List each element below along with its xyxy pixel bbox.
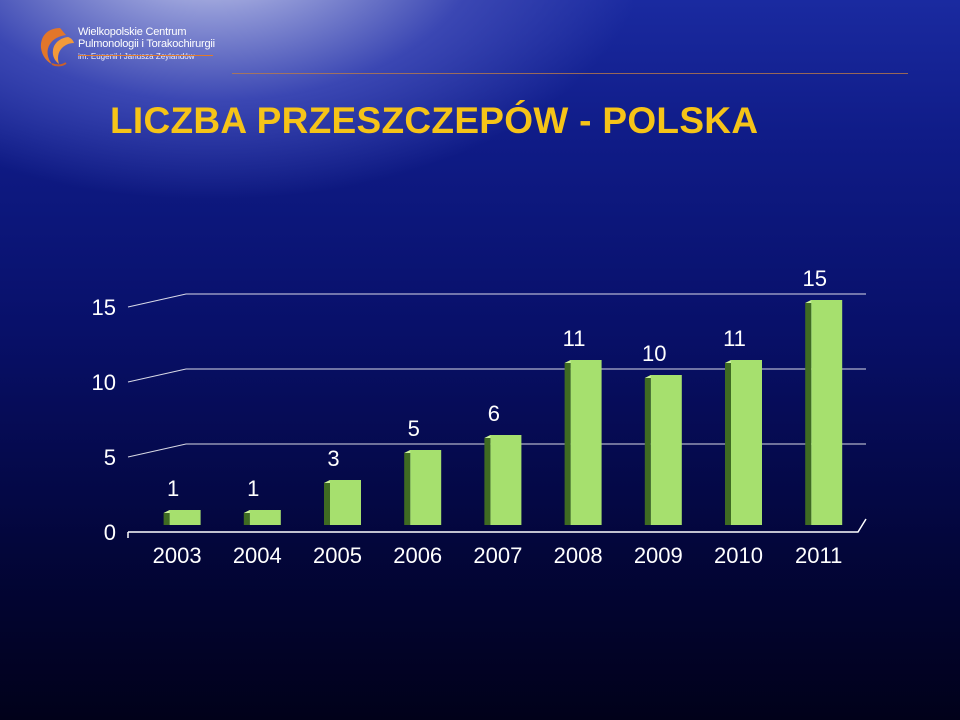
x-axis-line <box>128 518 867 533</box>
bar-side <box>725 360 731 525</box>
data-label: 11 <box>723 326 746 351</box>
bar <box>650 375 682 525</box>
data-label: 10 <box>642 341 666 366</box>
data-label: 3 <box>327 446 339 471</box>
gridline <box>127 293 866 308</box>
x-tick-label: 2008 <box>554 543 603 568</box>
y-tick-label: 15 <box>92 295 116 320</box>
x-tick-label: 2006 <box>393 543 442 568</box>
x-tick-label: 2009 <box>634 543 683 568</box>
bar <box>731 360 762 525</box>
data-label: 1 <box>247 476 259 501</box>
x-tick-label: 2007 <box>473 543 522 568</box>
bar <box>490 435 522 525</box>
x-tick-label: 2004 <box>233 543 282 568</box>
logo-line-3: im. Eugenii i Janusza Zeylandów <box>78 52 195 62</box>
logo-text: Wielkopolskie Centrum Pulmonologii i Tor… <box>78 26 215 62</box>
bar-side <box>324 480 330 525</box>
gridline <box>127 368 866 383</box>
logo-line-2: Pulmonologii i Torakochirurgii <box>78 37 215 50</box>
gridline <box>127 443 866 458</box>
bar-side <box>484 435 491 525</box>
logo-divider <box>78 55 213 56</box>
bar <box>570 360 602 525</box>
x-tick-label: 2005 <box>313 543 362 568</box>
x-tick-label: 2003 <box>153 543 202 568</box>
y-tick-label: 5 <box>104 445 116 470</box>
bar <box>249 510 281 525</box>
logo-flame-icon <box>40 28 74 67</box>
y-tick-label: 0 <box>104 520 116 545</box>
bar <box>169 510 201 525</box>
bar-side <box>644 375 651 525</box>
data-label: 6 <box>488 401 500 426</box>
data-label: 11 <box>563 326 586 351</box>
data-label: 15 <box>802 266 826 291</box>
bar <box>330 480 361 525</box>
logo <box>38 22 238 68</box>
bar-side <box>163 510 170 525</box>
logo-line-1: Wielkopolskie Centrum <box>78 26 187 38</box>
bar <box>811 300 843 525</box>
bar-side <box>243 510 250 525</box>
page-title: LICZBA PRZESZCZEPÓW - POLSKA <box>110 100 759 141</box>
bar-side <box>564 360 571 525</box>
header-divider <box>232 73 908 74</box>
x-tick-label: 2011 <box>795 543 842 568</box>
bar-side <box>404 450 411 525</box>
data-label: 5 <box>408 416 420 441</box>
bar <box>410 450 442 525</box>
bar-side <box>805 300 812 525</box>
y-tick-label: 10 <box>92 370 116 395</box>
x-tick-label: 2010 <box>714 543 763 568</box>
data-label: 1 <box>167 476 179 501</box>
